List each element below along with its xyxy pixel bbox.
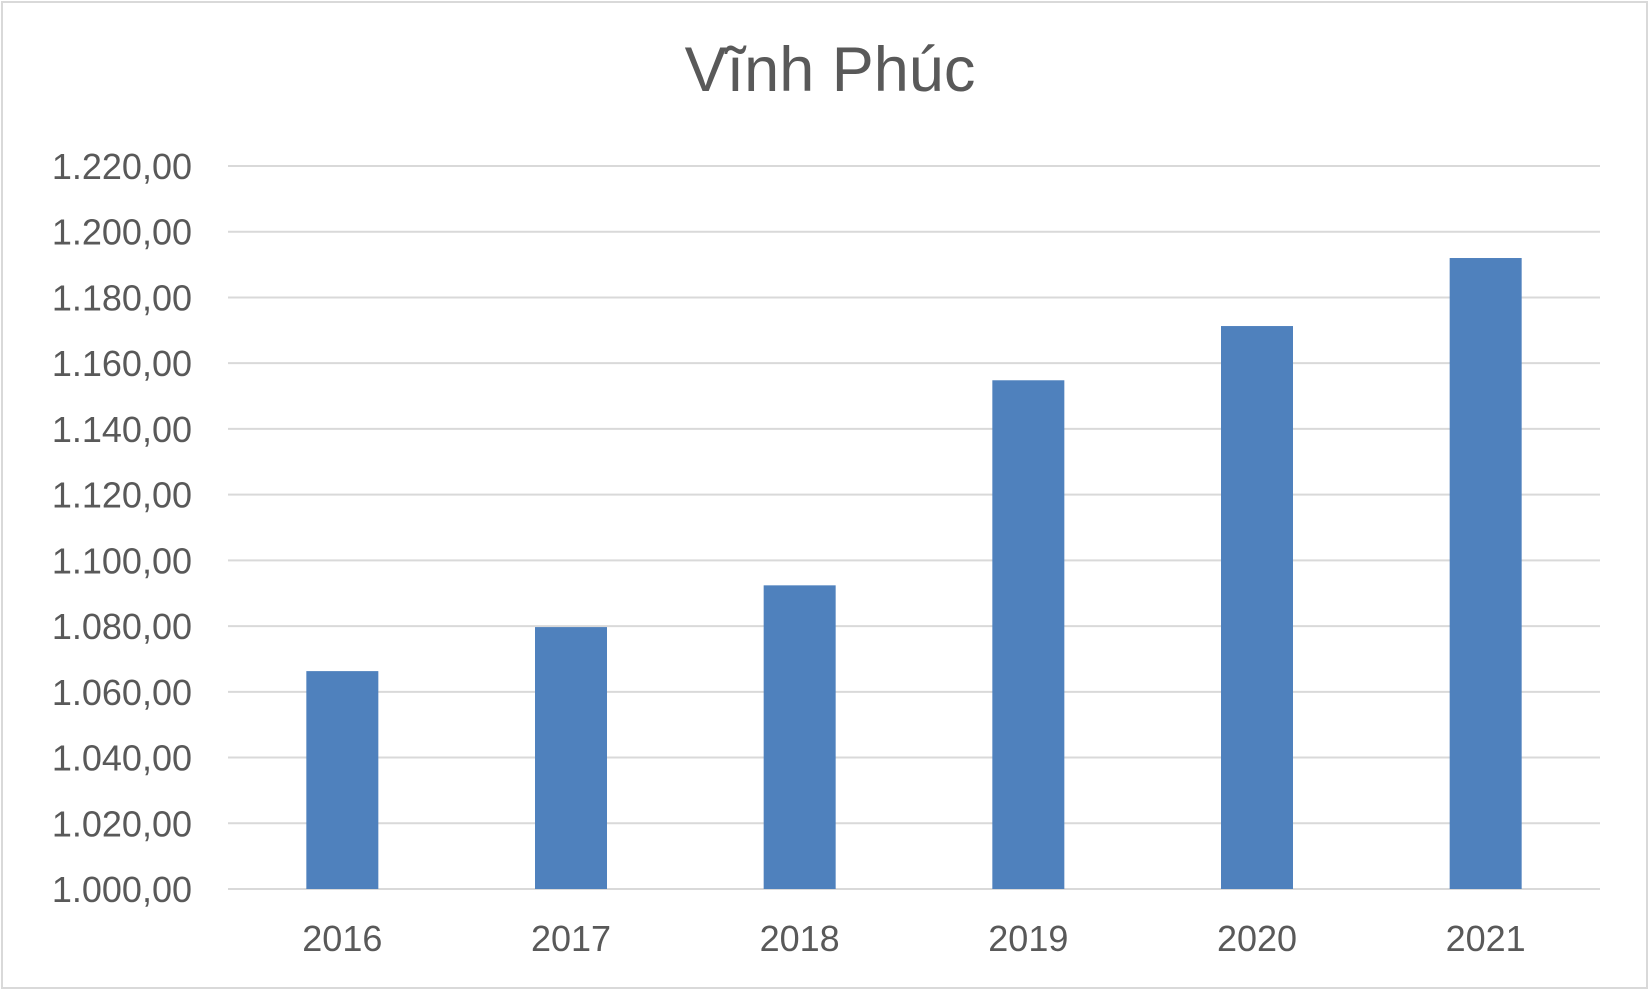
y-tick-label: 1.200,00 [52, 212, 192, 253]
y-tick-label: 1.040,00 [52, 738, 192, 779]
x-tick-label: 2021 [1446, 918, 1526, 959]
y-tick-label: 1.220,00 [52, 146, 192, 187]
y-tick-label: 1.140,00 [52, 409, 192, 450]
y-tick-label: 1.060,00 [52, 672, 192, 713]
y-tick-label: 1.100,00 [52, 540, 192, 581]
bar-2020 [1221, 326, 1293, 889]
chart-title: Vĩnh Phúc [684, 35, 976, 105]
y-tick-label: 1.020,00 [52, 803, 192, 844]
bar-2021 [1449, 258, 1522, 889]
bar-2017 [535, 627, 607, 889]
bar-2018 [763, 585, 836, 889]
bar-2019 [992, 380, 1065, 889]
x-tick-label: 2020 [1217, 918, 1297, 959]
x-tick-label: 2016 [302, 918, 382, 959]
y-tick-label: 1.180,00 [52, 277, 192, 318]
y-tick-label: 1.000,00 [52, 869, 192, 910]
y-tick-label: 1.120,00 [52, 475, 192, 516]
x-tick-label: 2017 [531, 918, 611, 959]
x-tick-label: 2018 [760, 918, 840, 959]
bar-2016 [306, 671, 379, 889]
y-tick-label: 1.080,00 [52, 606, 192, 647]
y-tick-label: 1.160,00 [52, 343, 192, 384]
x-tick-label: 2019 [988, 918, 1068, 959]
